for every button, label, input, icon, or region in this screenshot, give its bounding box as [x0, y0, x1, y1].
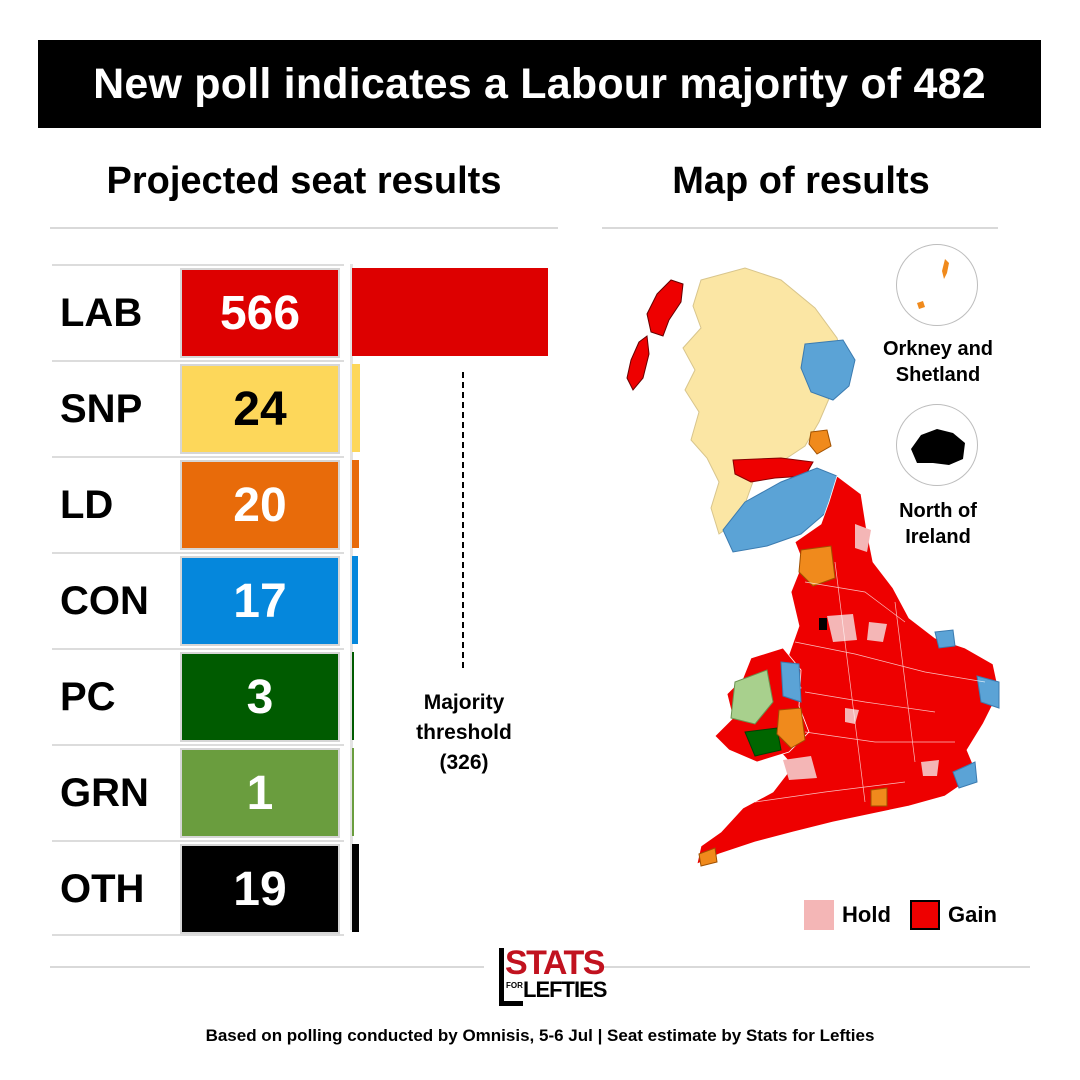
map-region-hold: [855, 524, 871, 552]
party-row: CON 17: [52, 552, 344, 648]
seat-count: 566: [180, 268, 340, 358]
stats-for-lefties-logo: STATS FOR LEFTIES: [497, 944, 607, 1006]
map-region-wales-ld: [776, 707, 806, 749]
logo-line1: STATS: [505, 944, 605, 982]
map-region-western-isles: [626, 335, 650, 391]
threshold-label-line: (326): [439, 751, 489, 774]
seat-count: 20: [180, 460, 340, 550]
legend-gain: Gain: [910, 900, 997, 930]
seat-count: 17: [180, 556, 340, 646]
party-label: LAB: [60, 291, 143, 335]
party-label: LD: [60, 483, 114, 527]
northern-ireland-label: North of Ireland: [868, 498, 1008, 550]
uk-results-map: [626, 267, 1000, 867]
map-region-hold: [845, 708, 859, 724]
map-region-scotland-con: [800, 339, 856, 401]
map-heading: Map of results: [672, 160, 930, 202]
party-row: SNP 24: [52, 360, 344, 456]
seat-bar: [352, 748, 354, 836]
logo-small: FOR: [506, 981, 523, 990]
seat-bar: [352, 844, 359, 932]
map-region-con: [952, 761, 978, 789]
map-region-western-isles: [646, 279, 684, 337]
map-region-borders-con: [722, 467, 838, 553]
seat-count: 1: [180, 748, 340, 838]
party-row: LAB 566: [52, 264, 344, 360]
map-region-central-belt: [732, 457, 814, 483]
party-row: GRN 1: [52, 744, 344, 840]
seat-count: 24: [180, 364, 340, 454]
threshold-label-line: threshold: [416, 721, 512, 744]
northern-ireland-shape: [911, 429, 965, 465]
threshold-label-line: Majority: [423, 691, 505, 714]
majority-threshold-label: Majority threshold (326): [395, 688, 533, 778]
map-region-oth: [819, 618, 827, 630]
orkney-shetland-label: Orkney and Shetland: [868, 336, 1008, 388]
map-region-scotland-ld: [808, 429, 832, 455]
right-heading-divider: [602, 227, 998, 229]
title-bar: New poll indicates a Labour majority of …: [38, 40, 1041, 128]
party-row: PC 3: [52, 648, 344, 744]
seat-bar: [352, 652, 354, 740]
map-region-hold: [867, 622, 887, 642]
hold-swatch: [804, 900, 834, 930]
map-region-ld: [870, 787, 888, 807]
seat-count: 3: [180, 652, 340, 742]
inset-label-line: Orkney and: [882, 338, 994, 360]
seat-count: 19: [180, 844, 340, 934]
constituency-lines: [754, 561, 986, 803]
map-region-hold: [827, 614, 857, 642]
map-region-cumbria-ld: [798, 545, 836, 587]
party-label: GRN: [60, 771, 149, 815]
left-heading-divider: [50, 227, 558, 229]
bar-axis: [350, 264, 353, 930]
source-footnote: Based on polling conducted by Omnisis, 5…: [205, 1026, 875, 1045]
seat-bar: [352, 364, 360, 452]
map-region-hold: [921, 760, 939, 776]
seat-bar: [352, 460, 359, 548]
gain-label: Gain: [948, 902, 997, 927]
seat-results-heading: Projected seat results: [106, 160, 502, 202]
map-region-con: [976, 675, 1000, 709]
party-label: OTH: [60, 867, 145, 911]
logo-line2: LEFTIES: [523, 977, 607, 1002]
orkney-shetland-islands: [917, 259, 949, 309]
party-label: PC: [60, 675, 116, 719]
hold-label: Hold: [842, 902, 891, 927]
map-region-wales-pc: [744, 727, 782, 757]
orkney-shetland-inset: [896, 244, 978, 326]
seat-bar: [352, 556, 358, 644]
party-label: SNP: [60, 387, 143, 431]
map-region-hold: [783, 756, 817, 780]
party-row: LD 20: [52, 456, 344, 552]
map-region-ld: [698, 847, 718, 867]
gain-swatch: [910, 900, 940, 930]
legend-hold: Hold: [804, 900, 891, 930]
seat-bar: [352, 268, 548, 356]
page-title: New poll indicates a Labour majority of …: [93, 59, 986, 108]
footer-divider-right: [600, 966, 1030, 968]
inset-label-line: Ireland: [905, 526, 971, 548]
party-label: CON: [60, 579, 149, 623]
party-row: OTH 19: [52, 840, 344, 936]
map-region-con: [780, 661, 802, 703]
inset-label-line: North of: [899, 500, 977, 522]
footer-divider-left: [50, 966, 484, 968]
majority-threshold-line: [462, 372, 464, 668]
map-region-wales-grn: [730, 669, 774, 725]
inset-label-line: Shetland: [895, 364, 981, 386]
map-region-con: [934, 629, 956, 649]
northern-ireland-inset: [896, 404, 978, 486]
